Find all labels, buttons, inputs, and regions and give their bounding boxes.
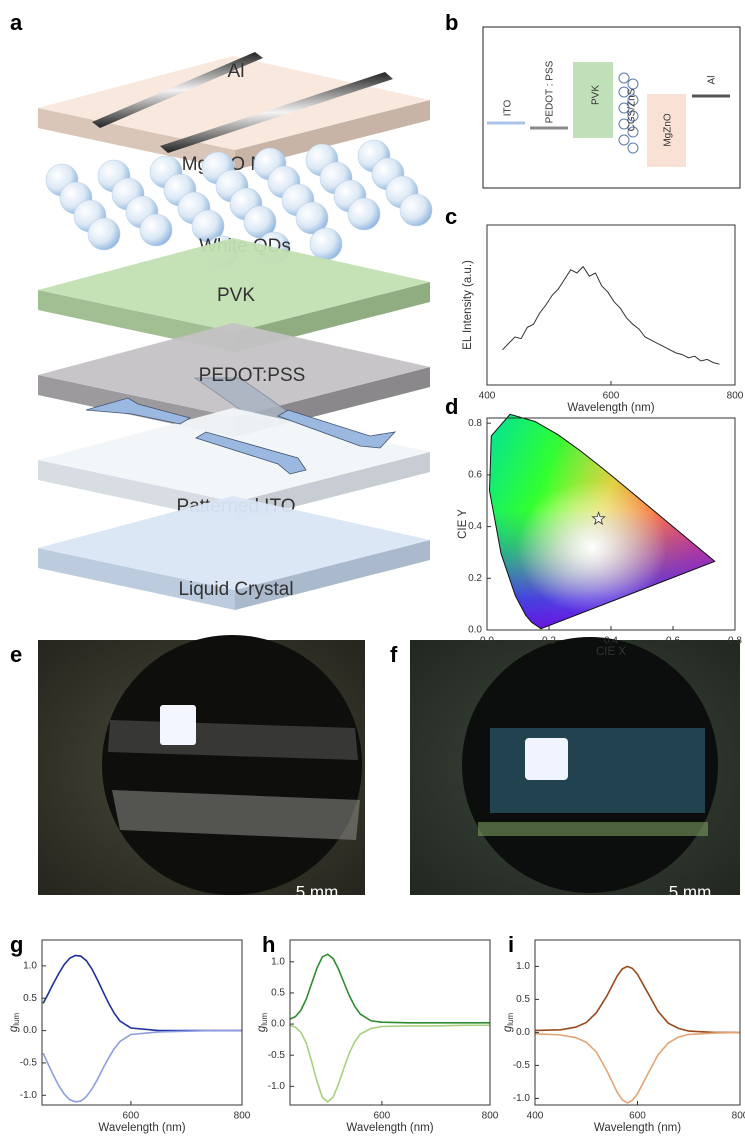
plot-frame bbox=[487, 225, 735, 385]
y-tick-label: 0.5 bbox=[23, 993, 37, 1004]
y-axis-label-main: EL Intensity (a.u.) bbox=[462, 260, 474, 350]
scale-bar-label: 5 mm bbox=[296, 882, 339, 901]
y-tick-label: 1.0 bbox=[271, 956, 285, 967]
layer-label: Al bbox=[228, 61, 245, 82]
x-tick-label: 800 bbox=[732, 1111, 745, 1122]
panel-label: g bbox=[10, 932, 23, 957]
y-tick-label: 0.4 bbox=[468, 521, 482, 532]
x-tick-label: 600 bbox=[629, 1111, 646, 1122]
x-tick-label: 400 bbox=[527, 1111, 544, 1122]
qd-sphere bbox=[140, 214, 172, 246]
x-axis-label: Wavelength (nm) bbox=[594, 1122, 681, 1134]
series-line bbox=[535, 1032, 740, 1103]
panel-label: b bbox=[445, 10, 458, 35]
y-tick-label: 0.0 bbox=[23, 1025, 37, 1036]
series-line bbox=[43, 1031, 242, 1102]
level-label: PVK bbox=[591, 85, 602, 105]
x-tick-label: 600 bbox=[603, 391, 620, 402]
series-line bbox=[535, 966, 740, 1032]
x-axis-label: Wavelength (nm) bbox=[98, 1122, 185, 1134]
x-tick-label: 600 bbox=[123, 1111, 140, 1122]
level-label: ITO bbox=[503, 100, 514, 117]
layer-label: PVK bbox=[217, 285, 255, 306]
y-tick-label: 0.6 bbox=[468, 470, 482, 481]
y-axis-label: glum bbox=[256, 1013, 269, 1033]
y-tick-label: 0.2 bbox=[468, 573, 482, 584]
series-line bbox=[43, 956, 242, 1031]
y-axis-label-sub: lum bbox=[506, 1013, 515, 1026]
y-tick-label: 0.5 bbox=[516, 994, 530, 1005]
series-line bbox=[503, 267, 720, 365]
x-tick-label: 0.2 bbox=[542, 636, 556, 647]
x-axis-label: Wavelength (nm) bbox=[567, 402, 654, 414]
plot-frame bbox=[535, 940, 740, 1105]
panel-label: e bbox=[10, 642, 22, 667]
photo-e bbox=[38, 635, 365, 910]
x-tick-label: 800 bbox=[482, 1111, 499, 1122]
qd-sphere bbox=[88, 218, 120, 250]
y-tick-label: 1.0 bbox=[516, 961, 530, 972]
level-label: PEDOT : PSS bbox=[545, 60, 556, 123]
plot-frame bbox=[42, 940, 242, 1105]
qd-sphere bbox=[310, 228, 342, 260]
y-tick-label: 0.0 bbox=[271, 1019, 285, 1030]
photo-f bbox=[410, 637, 740, 910]
x-tick-label: 0.4 bbox=[604, 636, 618, 647]
y-axis-label: EL Intensity (a.u.) bbox=[462, 260, 474, 350]
cie-gamut bbox=[487, 410, 737, 632]
x-tick-label: 800 bbox=[727, 391, 744, 402]
y-tick-label: -1.0 bbox=[513, 1093, 531, 1104]
y-tick-label: -0.5 bbox=[268, 1050, 286, 1061]
qd-sphere bbox=[348, 198, 380, 230]
layer-label: Liquid Crystal bbox=[178, 579, 293, 600]
level-label: CGS/ZnS bbox=[627, 88, 638, 131]
y-axis-label: glum bbox=[502, 1013, 515, 1033]
panel-label: i bbox=[508, 932, 514, 957]
level-label: MgZnO bbox=[663, 113, 674, 147]
panel-label: f bbox=[390, 642, 398, 667]
y-axis-label-main: CIE Y bbox=[457, 509, 469, 539]
y-tick-label: -0.5 bbox=[513, 1060, 531, 1071]
x-tick-label: 0.0 bbox=[480, 636, 494, 647]
panel-label: d bbox=[445, 394, 458, 419]
y-tick-label: 0.0 bbox=[516, 1027, 530, 1038]
x-tick-label: 0.8 bbox=[728, 636, 742, 647]
layer-label: PEDOT:PSS bbox=[199, 365, 306, 386]
qd-sphere bbox=[400, 194, 432, 226]
y-axis-label-sub: lum bbox=[12, 1013, 21, 1026]
x-axis-label: Wavelength (nm) bbox=[346, 1122, 433, 1134]
x-axis-label: CIE X bbox=[596, 646, 626, 658]
series-line bbox=[290, 1025, 490, 1102]
panel-label: h bbox=[262, 932, 275, 957]
x-tick-label: 0.6 bbox=[666, 636, 680, 647]
panel-label: a bbox=[10, 10, 23, 35]
y-tick-label: 0.0 bbox=[468, 625, 482, 636]
level-label: Al bbox=[707, 76, 718, 85]
y-axis-label: glum bbox=[8, 1013, 21, 1033]
scale-bar-label: 5 mm bbox=[669, 882, 712, 901]
x-tick-label: 400 bbox=[479, 391, 496, 402]
y-tick-label: -1.0 bbox=[268, 1081, 286, 1092]
x-tick-label: 800 bbox=[234, 1111, 251, 1122]
panel-label: c bbox=[445, 204, 457, 229]
y-axis-label-sub: lum bbox=[260, 1013, 269, 1026]
y-tick-label: 0.8 bbox=[468, 418, 482, 429]
y-tick-label: 0.5 bbox=[271, 988, 285, 999]
y-axis-label: CIE Y bbox=[457, 509, 469, 539]
figure: a b c d e f g h i Al MgZnO NPs White QDs… bbox=[0, 0, 745, 1140]
y-tick-label: -1.0 bbox=[20, 1090, 38, 1101]
series-line bbox=[290, 954, 490, 1023]
y-tick-label: -0.5 bbox=[20, 1058, 38, 1069]
y-tick-label: 1.0 bbox=[23, 961, 37, 972]
x-tick-label: 600 bbox=[374, 1111, 391, 1122]
